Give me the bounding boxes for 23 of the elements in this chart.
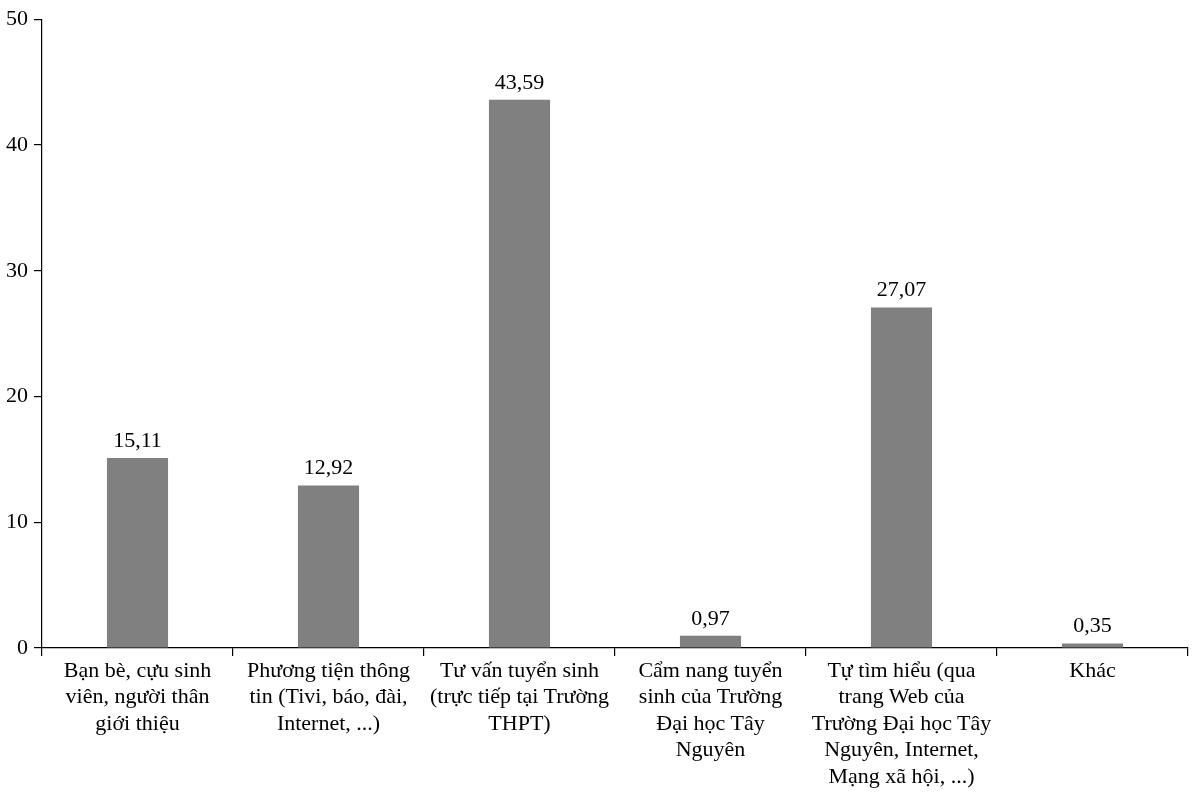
data-label: 12,92 (303, 454, 354, 480)
bar (106, 457, 169, 648)
data-label: 15,11 (113, 426, 162, 452)
x-tick-label: Cẩm nang tuyển sinh của Trường Đại học Tây Nguyên (638, 656, 783, 762)
x-tick-label: Khác (1069, 656, 1116, 682)
x-tick-label: Tư vấn tuyển sinh (trực tiếp tại Trường THPT) (429, 656, 610, 735)
bar (297, 485, 360, 648)
y-tick-label: 0 (17, 633, 28, 659)
data-label: 43,59 (494, 68, 545, 94)
data-label: 27,07 (876, 276, 927, 302)
y-tick-label: 30 (6, 256, 28, 282)
y-tick-label: 40 (6, 130, 28, 156)
data-label: 0,35 (1073, 612, 1112, 638)
y-tick-label: 20 (6, 382, 28, 408)
x-tick-label: Phương tiện thông tin (Tivi, báo, đài, Internet, ...) (247, 656, 410, 735)
x-tick-label: Tự tìm hiểu (qua trang Web của Trường Đại học Tây Nguyên, Internet, Mạng xã hội, ...) (811, 656, 992, 788)
data-label: 0,97 (691, 604, 730, 630)
y-tick-label: 10 (6, 508, 28, 534)
bar (870, 307, 933, 648)
bar (488, 99, 551, 648)
y-tick-label: 50 (6, 4, 28, 30)
x-tick-label: Bạn bè, cựu sinh viên, người thân giới thiệu (63, 656, 212, 735)
bar (679, 635, 742, 648)
